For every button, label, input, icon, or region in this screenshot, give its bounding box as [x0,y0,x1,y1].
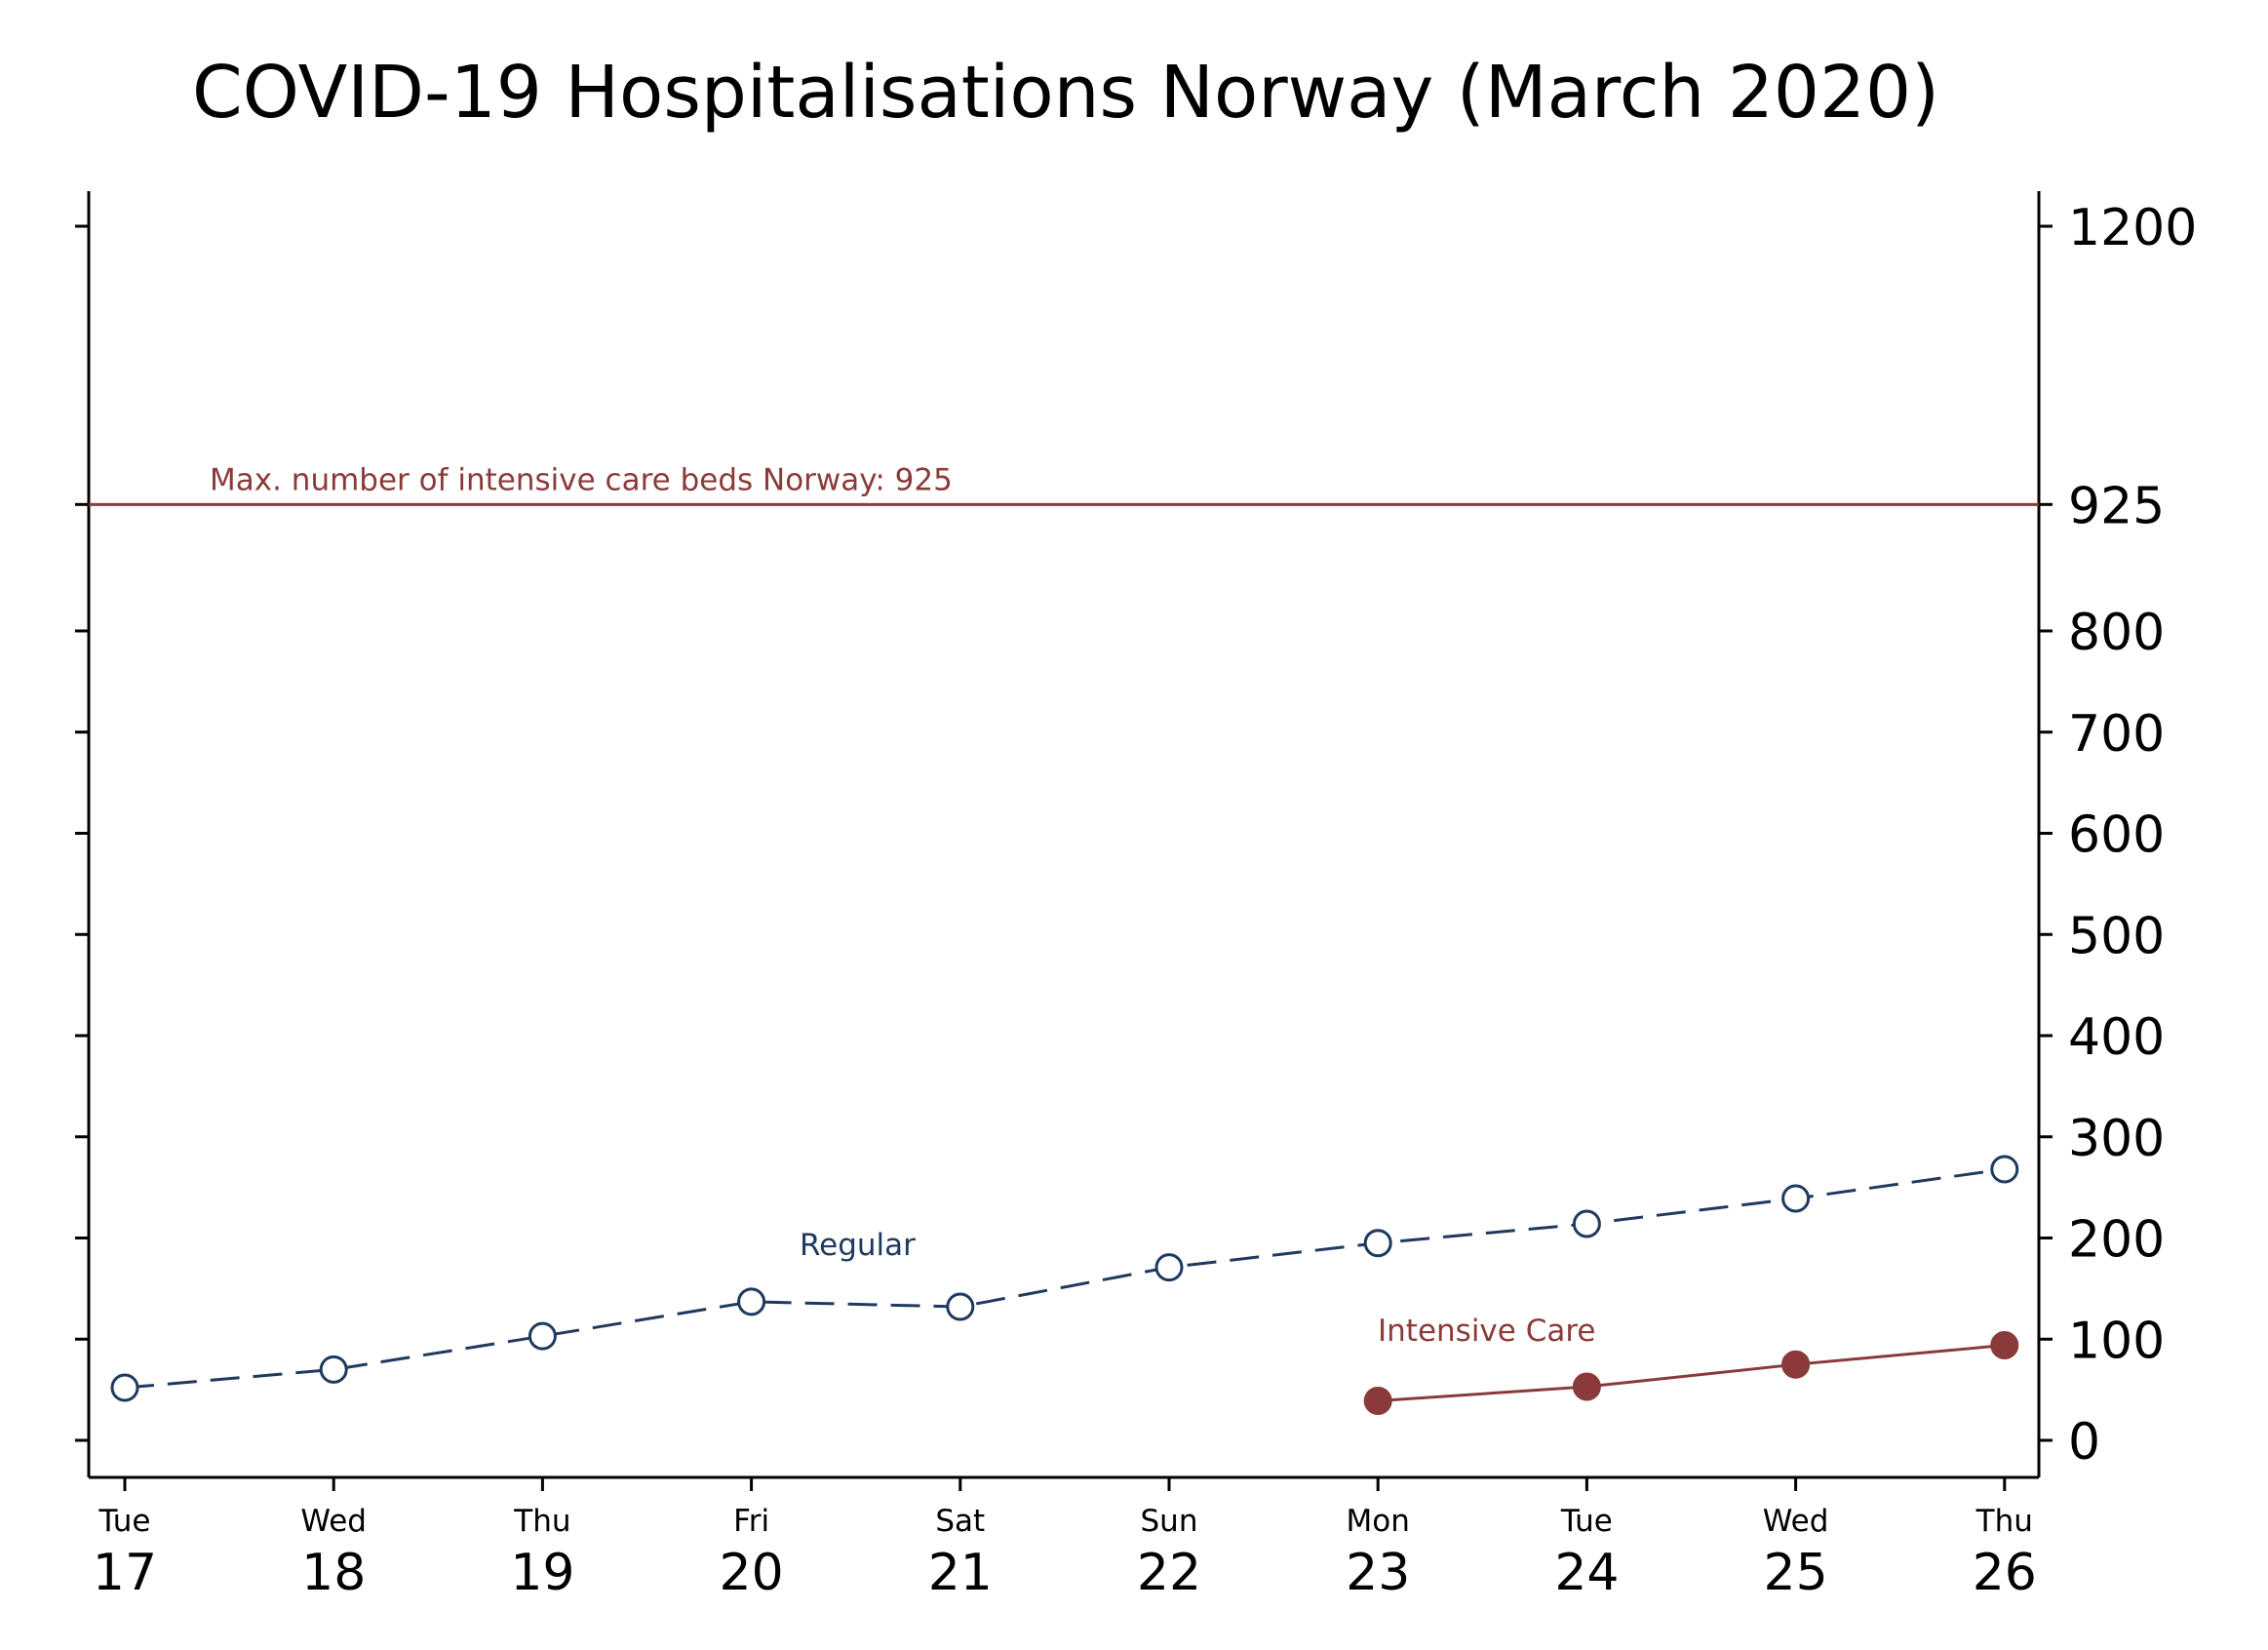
y-tick-label: 200 [2068,1211,2165,1270]
x-tick-day-label: Sat [935,1504,985,1539]
data-point-regular [319,1355,348,1384]
data-point-regular [110,1373,139,1402]
series-label-intensive-care: Intensive Care [1378,1314,1595,1349]
data-point-regular [737,1287,766,1316]
data-point-regular [1990,1155,2019,1184]
x-tick-day-label: Tue [1560,1504,1613,1539]
x-tick-date-label: 19 [510,1544,574,1602]
x-tick-date-label: 17 [93,1544,157,1602]
data-point-intensive-care [1572,1372,1601,1401]
data-point-regular [1363,1229,1392,1258]
x-tick-date-label: 25 [1764,1544,1828,1602]
series-line-regular [124,1167,2006,1390]
y-tick-label: 300 [2068,1110,2165,1168]
data-point-regular [1154,1253,1184,1282]
x-tick-date-label: 26 [1973,1544,2037,1602]
y-tick-label: 1200 [2068,199,2197,257]
data-point-regular [946,1292,975,1321]
y-tick-label: 600 [2068,806,2165,865]
y-tick-label: 700 [2068,705,2165,764]
x-axis-ticks: Tue 17 Wed 18 Thu 19 Fri 20 Sat 21 Sun 22 Mon 23 Tue 24… [93,1477,2037,1602]
x-tick-date-label: 22 [1137,1544,1201,1602]
reference-line-group: Max. number of intensive care beds Norwa… [89,462,2039,506]
x-tick-day-label: Tue [98,1504,151,1539]
data-point-regular [528,1321,557,1351]
x-tick-date-label: 20 [720,1544,784,1602]
x-tick-date-label: 18 [301,1544,366,1602]
x-tick-day-label: Wed [1763,1504,1829,1539]
x-tick-day-label: Wed [300,1504,367,1539]
data-point-intensive-care [1781,1350,1811,1379]
series-line-intensive-care [1378,1343,2005,1403]
data-point-intensive-care [1363,1387,1392,1416]
x-tick-date-label: 21 [928,1544,993,1602]
chart-title: COVID-19 Hospitalisations Norway (March … [192,51,1939,135]
x-tick-day-label: Mon [1347,1504,1410,1539]
axes [87,191,2041,1479]
x-tick-date-label: 24 [1554,1544,1619,1602]
y-axis-ticks: 0 100 200 300 400 500 600 700 800 925 1200 [75,199,2197,1472]
x-tick-day-label: Fri [733,1504,769,1539]
reference-line-label: Max. number of intensive care beds Norwa… [210,462,953,497]
y-tick-label: 400 [2068,1008,2165,1067]
y-tick-label: 500 [2068,907,2165,965]
series-label-regular: Regular [800,1228,916,1263]
y-tick-label: 100 [2068,1312,2165,1370]
y-tick-label: 0 [2068,1413,2100,1472]
x-tick-day-label: Thu [1975,1504,2033,1539]
data-point-intensive-care [1990,1330,2019,1359]
y-tick-label: 925 [2068,477,2165,535]
x-tick-date-label: 23 [1346,1544,1410,1602]
x-tick-day-label: Thu [513,1504,570,1539]
data-point-regular [1781,1184,1811,1213]
x-tick-day-label: Sun [1141,1504,1198,1539]
y-tick-label: 800 [2068,604,2165,662]
data-point-regular [1572,1209,1601,1238]
series-group: Regular Intensive Care [110,1155,2019,1416]
